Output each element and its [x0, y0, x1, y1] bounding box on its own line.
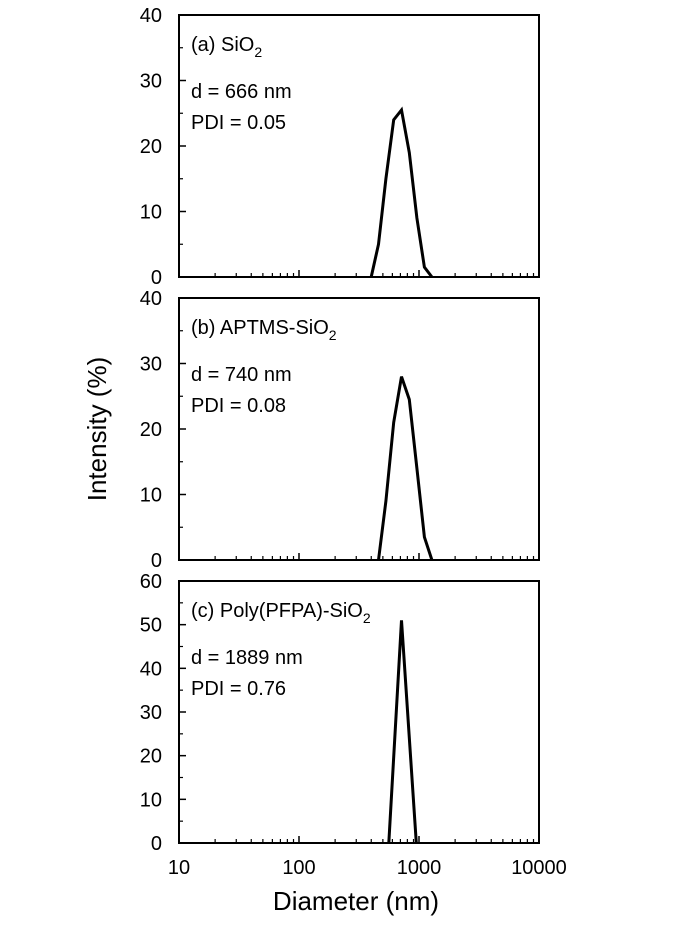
x-tick-label: 10	[168, 857, 190, 879]
y-tick-label: 30	[140, 354, 162, 376]
x-tick-label: 10000	[511, 857, 567, 879]
x-axis-title: Diameter (nm)	[273, 886, 439, 916]
x-tick-label: 1000	[397, 857, 442, 879]
y-tick-label: 30	[140, 71, 162, 93]
chart-panel-1: 0 10 20 30 40 (a) SiO2 d = 666 nm PDI = 0.05	[140, 5, 540, 289]
y-axis-title: Intensity (%)	[82, 357, 112, 502]
y-tick-label: 10	[140, 789, 162, 811]
y-tick-label: 40	[140, 658, 162, 680]
series-line	[377, 376, 434, 561]
annotation-text: d = 740 nm	[191, 364, 292, 386]
x-tick-label: 100	[282, 857, 315, 879]
series-line	[369, 106, 434, 278]
y-tick-label: 10	[140, 485, 162, 507]
y-tick-label: 30	[140, 702, 162, 724]
panel-label: (b) APTMS-SiO2	[191, 317, 337, 343]
y-tick-label: 20	[140, 419, 162, 441]
chart-panel-3: 0 10 20 30 40 50 60 (c) Poly(PFPA)-SiO2 d = 1889…	[140, 571, 540, 855]
panel-label: (a) SiO2	[191, 34, 262, 60]
y-tick-label: 40	[140, 5, 162, 27]
y-tick-label: 40	[140, 288, 162, 310]
annotation-text: PDI = 0.08	[191, 395, 286, 417]
series-line	[387, 620, 418, 844]
y-tick-label: 20	[140, 136, 162, 158]
y-tick-label: 50	[140, 615, 162, 637]
y-tick-label: 0	[151, 833, 162, 855]
y-tick-label: 0	[151, 267, 162, 289]
y-tick-label: 0	[151, 550, 162, 572]
panel-label: (c) Poly(PFPA)-SiO2	[191, 600, 371, 626]
y-tick-label: 10	[140, 202, 162, 224]
y-tick-label: 60	[140, 571, 162, 593]
annotation-text: d = 1889 nm	[191, 647, 303, 669]
chart-panel-2: 0 10 20 30 40 (b) APTMS-SiO2 d = 740 nm PDI = 0…	[140, 288, 540, 572]
annotation-text: d = 666 nm	[191, 81, 292, 103]
y-tick-label: 20	[140, 746, 162, 768]
annotation-text: PDI = 0.05	[191, 112, 286, 134]
annotation-text: PDI = 0.76	[191, 678, 286, 700]
